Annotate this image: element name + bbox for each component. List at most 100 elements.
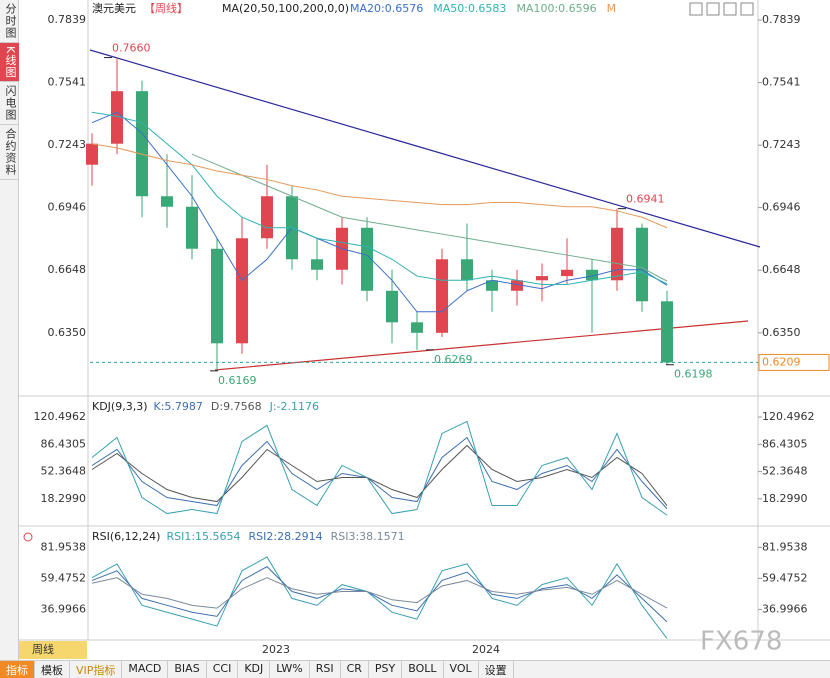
candle-body — [636, 227, 648, 302]
indicator-line — [91, 577, 668, 609]
indicator-line — [91, 111, 668, 313]
indicator-tab[interactable]: MACD — [122, 661, 169, 678]
annotation: 0.7660 — [112, 42, 151, 55]
y-tick-label: 0.7243 — [48, 138, 87, 151]
ma-legend: MA100:0.6596 — [516, 2, 596, 15]
y-tick-label: 0.6648 — [762, 263, 801, 276]
y-tick-label: 0.7541 — [762, 76, 801, 89]
candle-body — [161, 196, 173, 207]
indicator-tab[interactable]: VOL — [444, 661, 479, 678]
indicator-legend: J:-2.1176 — [269, 400, 319, 413]
annotation: 0.6269 — [434, 353, 473, 366]
indicator-legend: RSI2:28.2914 — [249, 530, 323, 543]
side-tab[interactable]: K线图 — [0, 43, 20, 83]
ma-spec: MA(20,50,100,200,0,0) — [222, 2, 349, 15]
indicator-tab[interactable]: 设置 — [479, 661, 514, 678]
y-tick-label: 86.4305 — [762, 437, 808, 450]
indicator-legend: D:9.7568 — [211, 400, 262, 413]
indicator-tab[interactable]: CR — [341, 661, 369, 678]
candle-body — [386, 290, 398, 323]
y-tick-label: 36.9966 — [41, 602, 87, 615]
tool-icon[interactable] — [740, 2, 754, 16]
y-tick-label: 0.6648 — [48, 263, 87, 276]
indicator-line — [191, 153, 668, 282]
indicator-line — [91, 556, 668, 639]
side-tab[interactable]: 分时图 — [0, 0, 20, 43]
indicator-tab[interactable]: 模板 — [35, 661, 70, 678]
candle-body — [411, 322, 423, 333]
last-price-box — [758, 353, 830, 371]
side-tab[interactable]: 闪电图 — [0, 82, 20, 126]
y-tick-label: 52.3648 — [762, 465, 808, 478]
indicator-tab[interactable]: CCI — [207, 661, 239, 678]
x-label: 2024 — [472, 643, 500, 656]
indicator-tab[interactable]: RSI — [310, 661, 341, 678]
y-tick-label: 0.6946 — [762, 201, 801, 214]
indicator-tab[interactable]: VIP指标 — [70, 661, 123, 678]
sidebar: 分时图 K线图 闪电图 合约资料 — [0, 0, 20, 660]
indicator-tab[interactable]: PSY — [369, 661, 403, 678]
y-tick-label: 0.6946 — [48, 201, 87, 214]
y-tick-label: 81.9538 — [41, 540, 87, 553]
candle-body — [311, 259, 323, 270]
last-price-label: 0.6209 — [762, 355, 801, 368]
tool-icon[interactable] — [723, 2, 737, 16]
y-tick-label: 18.2990 — [41, 492, 87, 505]
y-tick-label: 59.4752 — [762, 571, 808, 584]
annotation: 0.6941 — [626, 193, 665, 206]
ma-legend: MA50:0.6583 — [433, 2, 506, 15]
annotation: 0.6198 — [674, 368, 713, 381]
indicator-line — [91, 566, 668, 623]
trend-line — [214, 320, 749, 371]
period-box — [19, 641, 87, 659]
candle-body — [111, 91, 123, 144]
candle-body — [261, 196, 273, 239]
ma-legend: MA20:0.6576 — [350, 2, 423, 15]
candle-body — [211, 248, 223, 344]
trend-line — [89, 49, 761, 248]
candle-body — [86, 143, 98, 165]
tool-icon[interactable] — [689, 2, 703, 16]
candle-body — [136, 91, 148, 197]
y-tick-label: 0.7243 — [762, 138, 801, 151]
indicator-line — [91, 143, 668, 229]
y-tick-label: 120.4962 — [34, 410, 87, 423]
side-tab[interactable]: 合约资料 — [0, 125, 20, 181]
indicator-title: RSI(6,12,24) — [92, 530, 160, 543]
y-tick-label: 0.6350 — [762, 326, 801, 339]
background — [19, 0, 830, 660]
settings-icon[interactable] — [23, 532, 33, 542]
indicator-tab[interactable]: KDJ — [238, 661, 271, 678]
y-tick-label: 59.4752 — [41, 571, 87, 584]
toolbar — [689, 2, 754, 16]
y-tick-label: 0.7541 — [48, 76, 87, 89]
candle-body — [661, 301, 673, 363]
indicator-legend: K:5.7987 — [154, 400, 203, 413]
y-tick-label: 120.4962 — [762, 410, 815, 423]
y-tick-label: 86.4305 — [41, 437, 87, 450]
tool-icon[interactable] — [706, 2, 720, 16]
indicator-tab[interactable]: LW% — [270, 661, 310, 678]
indicator-tabs: 指标 模板 VIP指标 MACD BIAS CCI KDJ LW% RSI CR PSY BOLL VO… — [0, 660, 830, 678]
annotation: 0.6169 — [218, 374, 257, 387]
y-tick-label: 18.2990 — [762, 492, 808, 505]
indicator-tab[interactable]: BIAS — [168, 661, 207, 678]
chart: 澳元美元 【周线】 MA(20,50,100,200,0,0) 周线 2023 … — [19, 0, 830, 660]
candle-body — [461, 259, 473, 281]
y-tick-label: 0.7839 — [48, 13, 87, 26]
candle-body — [236, 238, 248, 344]
symbol: 澳元美元 — [92, 2, 136, 15]
indicator-tab[interactable]: 指标 — [0, 661, 35, 678]
y-tick-label: 36.9966 — [762, 602, 808, 615]
indicator-line — [91, 436, 668, 510]
candle-body — [361, 227, 373, 291]
y-tick-label: 0.7839 — [762, 13, 801, 26]
candle-body — [561, 269, 573, 277]
indicator-title: KDJ(9,3,3) — [92, 400, 148, 413]
x-label: 2023 — [262, 643, 290, 656]
candle-body — [611, 227, 623, 281]
period-label: 周线 — [32, 642, 54, 656]
indicator-tab[interactable]: BOLL — [402, 661, 444, 678]
y-tick-label: 0.6350 — [48, 326, 87, 339]
